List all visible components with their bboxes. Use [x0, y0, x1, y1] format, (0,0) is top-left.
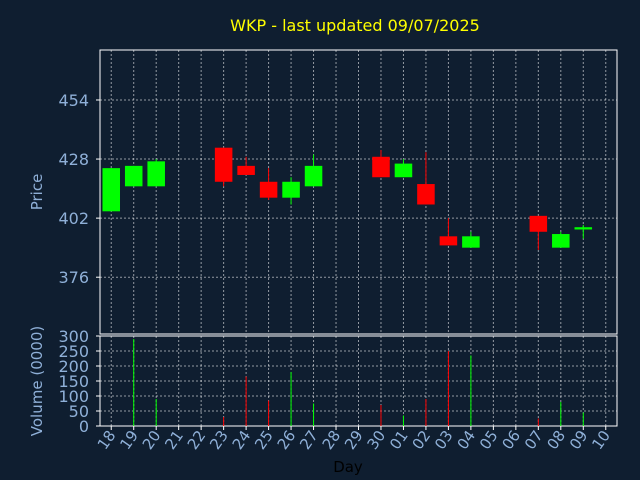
- x-tick-label: 07: [521, 427, 547, 453]
- candle-body: [282, 181, 300, 198]
- x-tick-label: 18: [94, 427, 120, 453]
- x-tick-label: 06: [498, 427, 524, 453]
- price-tick-label: 376: [58, 268, 89, 287]
- candle-body: [439, 236, 458, 246]
- candle-body: [147, 161, 165, 187]
- price-tick-label: 428: [58, 150, 89, 169]
- price-axis-label: Price: [28, 174, 46, 211]
- x-tick-label: 21: [161, 427, 187, 453]
- candle-body: [237, 165, 255, 175]
- x-tick-label: 03: [431, 427, 457, 453]
- candle-body: [214, 147, 233, 182]
- x-tick-label: 02: [409, 427, 435, 453]
- volume-tick-label: 100: [58, 387, 89, 406]
- candle-body: [574, 227, 593, 230]
- x-tick-label: 23: [206, 427, 232, 453]
- x-tick-label: 27: [296, 427, 322, 453]
- x-tick-label: 20: [139, 427, 165, 453]
- candle-body: [462, 236, 480, 248]
- candle-body: [124, 165, 143, 187]
- x-tick-label: 09: [566, 427, 592, 453]
- x-tick-label: 28: [319, 427, 345, 453]
- x-tick-label: 08: [543, 427, 569, 453]
- candle-body: [394, 163, 413, 178]
- x-tick-label: 01: [386, 427, 412, 453]
- x-tick-label: 19: [116, 427, 142, 453]
- x-tick-label: 05: [476, 427, 502, 453]
- candle-body: [529, 215, 548, 232]
- volume-tick-label: 300: [58, 327, 89, 346]
- candle-body: [304, 165, 323, 187]
- volume-axis-label: Volume (0000): [28, 326, 46, 436]
- volume-tick-label: 0: [79, 417, 89, 436]
- x-tick-label: 26: [274, 427, 300, 453]
- x-tick-label: 24: [229, 427, 255, 453]
- candle-body: [417, 184, 435, 205]
- x-tick-label: 29: [341, 427, 367, 453]
- price-panel-frame: [99, 49, 618, 335]
- x-tick-label: 30: [364, 427, 390, 453]
- volume-tick-label: 200: [58, 357, 89, 376]
- x-tick-label: 25: [251, 427, 277, 453]
- x-axis-label: Day: [333, 458, 363, 476]
- x-tick-label: 10: [588, 427, 614, 453]
- price-tick-label: 454: [58, 91, 89, 110]
- chart-title: WKP - last updated 09/07/2025: [230, 16, 480, 35]
- x-tick-label: 22: [184, 427, 210, 453]
- x-tick-label: 04: [453, 427, 479, 453]
- candle-body: [372, 156, 390, 178]
- volume-tick-label: 150: [58, 372, 89, 391]
- volume-tick-label: 50: [69, 402, 89, 421]
- price-tick-label: 402: [58, 209, 89, 228]
- candle-body: [259, 181, 278, 198]
- volume-tick-label: 250: [58, 342, 89, 361]
- candle-body: [552, 234, 570, 248]
- candle-body: [102, 168, 121, 212]
